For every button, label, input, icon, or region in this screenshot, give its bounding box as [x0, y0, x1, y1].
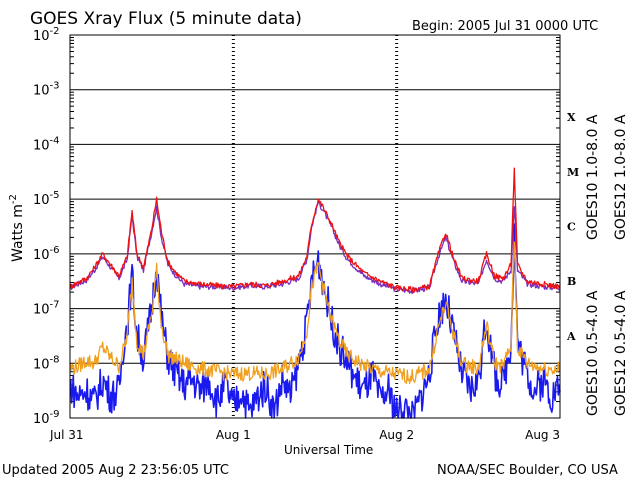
y-tick-label-5: 10-7 [33, 300, 60, 318]
x-tick-label-3: Aug 3 [525, 428, 560, 442]
y-tick-label-4: 10-6 [33, 245, 60, 263]
legend-goes10-short: GOES10 0.5-4.0 A [585, 290, 601, 416]
flare-class-c: C [567, 221, 576, 234]
y-tick-label-7: 10-9 [33, 409, 60, 427]
flare-class-labels: X M C B A [566, 111, 579, 343]
flare-class-b: B [567, 275, 576, 288]
x-tick-label-2: Aug 2 [379, 428, 414, 442]
legend-goes12-long: GOES12 1.0-8.0 A [613, 114, 629, 240]
x-tick-label-1: Aug 1 [216, 428, 251, 442]
y-tick-label-0: 10-2 [33, 26, 60, 44]
y-tick-label-1: 10-3 [33, 81, 60, 99]
y-axis-label-main: Watts m [10, 204, 26, 262]
footer-updated: Updated 2005 Aug 2 23:56:05 UTC [2, 463, 229, 478]
footer-credit: NOAA/SEC Boulder, CO USA [437, 463, 618, 478]
series-line-1 [69, 167, 561, 293]
x-tick-label-0: Jul 31 [49, 428, 84, 442]
series-layer [69, 167, 561, 419]
x-tick-labels: Jul 31 Aug 1 Aug 2 Aug 3 [49, 428, 560, 442]
begin-label: Begin: 2005 Jul 31 0000 UTC [412, 19, 598, 34]
y-axis-label: Watts m-2 [8, 194, 26, 262]
series-line-2 [69, 241, 561, 385]
y-tick-label-2: 10-4 [33, 135, 60, 153]
legend-goes12-short: GOES12 0.5-4.0 A [613, 290, 629, 416]
x-axis-label: Universal Time [284, 443, 373, 457]
y-axis-label-sup: -2 [8, 194, 19, 204]
legend-goes10-long: GOES10 1.0-8.0 A [585, 114, 601, 240]
y-tick-label-6: 10-8 [33, 354, 60, 372]
chart-title: GOES Xray Flux (5 minute data) [30, 9, 302, 29]
svg-text:Watts m-2: Watts m-2 [8, 194, 26, 262]
flare-class-x: X [567, 111, 576, 124]
legend: GOES10 1.0-8.0 A GOES12 1.0-8.0 A GOES10… [585, 114, 629, 416]
plot-frame [69, 34, 561, 419]
flare-class-a: A [566, 330, 576, 343]
y-tick-label-3: 10-5 [33, 190, 60, 208]
flare-class-m: M [567, 166, 579, 179]
y-tick-labels: 10-2 10-3 10-4 10-5 10-6 10-7 10-8 10-9 [33, 26, 60, 427]
